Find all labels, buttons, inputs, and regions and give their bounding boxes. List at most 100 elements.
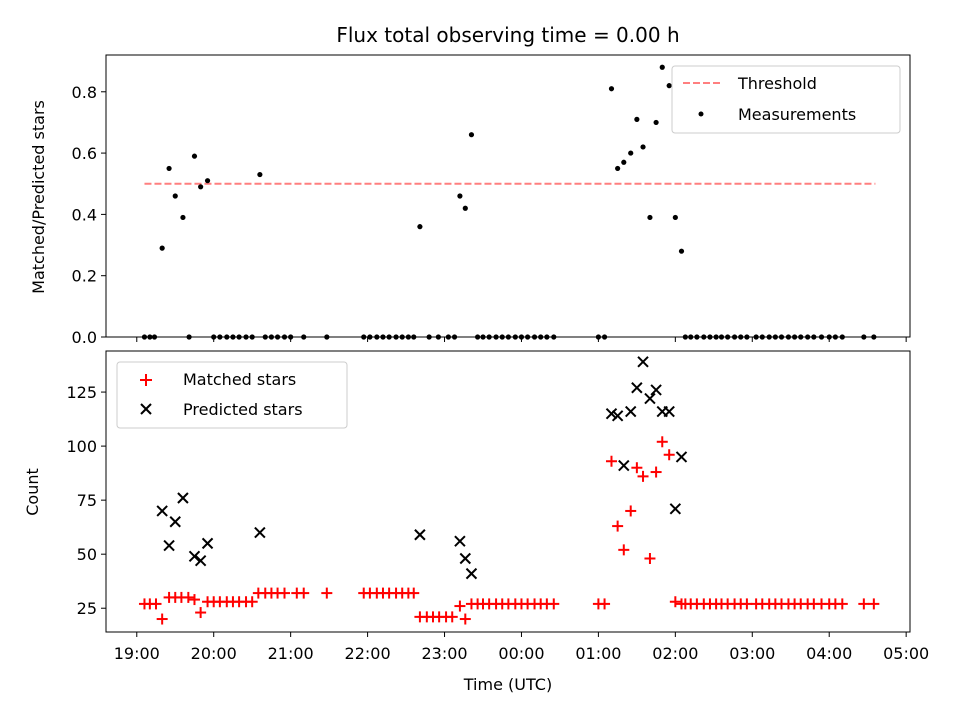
predicted-point xyxy=(650,384,662,396)
matched-point xyxy=(454,600,466,612)
measurements-legend-marker xyxy=(698,111,704,117)
measurement-point xyxy=(666,83,672,89)
matched-point xyxy=(599,598,611,610)
predicted-point xyxy=(465,567,478,580)
matched-point xyxy=(650,466,662,478)
matched-point xyxy=(669,596,681,608)
measurements-legend-label: Measurements xyxy=(738,105,856,124)
measurement-point xyxy=(608,86,615,92)
predicted-point xyxy=(454,535,466,547)
matched-point xyxy=(188,594,200,606)
bottom-xtick-label: 03:00 xyxy=(729,644,775,663)
matched-point xyxy=(150,598,162,610)
predicted-point xyxy=(669,503,682,515)
predicted-point xyxy=(201,537,214,550)
bottom-legend-box xyxy=(116,361,348,429)
matched-point xyxy=(741,598,753,610)
threshold-legend-label: Threshold xyxy=(737,74,817,93)
top-y-axis-label: Matched/Predicted stars xyxy=(29,100,48,294)
matched-point xyxy=(612,520,624,532)
matched-legend-label: Matched stars xyxy=(183,370,296,389)
top-ytick-label: 0.2 xyxy=(72,267,97,286)
bottom-xtick-label: 04:00 xyxy=(806,644,852,663)
chart-title: Flux total observing time = 0.00 h xyxy=(336,23,679,47)
matched-point xyxy=(321,587,333,599)
predicted-point xyxy=(675,451,688,463)
top-ytick-label: 0.4 xyxy=(72,205,97,224)
predicted-point xyxy=(188,550,201,563)
measurement-point xyxy=(257,171,263,178)
measurement-point xyxy=(621,159,627,165)
matched-point xyxy=(625,505,637,517)
predicted-point xyxy=(663,405,675,418)
measurement-point xyxy=(659,64,665,70)
predicted-point xyxy=(177,492,189,504)
bottom-ytick-label: 25 xyxy=(77,599,97,618)
matched-point xyxy=(631,462,643,474)
bottom-xtick-label: 01:00 xyxy=(575,644,621,663)
matched-point xyxy=(656,436,668,448)
bottom-ytick-label: 100 xyxy=(66,437,97,456)
measurement-point xyxy=(672,214,678,221)
predicted-point xyxy=(169,516,181,528)
bottom-plot-frame xyxy=(105,350,911,633)
bottom-xtick-label: 23:00 xyxy=(421,644,467,663)
matched-point xyxy=(246,596,258,608)
predicted-point xyxy=(618,459,630,472)
measurement-point xyxy=(166,165,172,172)
predicted-point xyxy=(631,382,643,394)
measurement-point xyxy=(457,193,463,199)
bottom-xtick-label: 21:00 xyxy=(268,644,314,663)
bottom-xtick-label: 00:00 xyxy=(498,644,544,663)
bottom-plot: 25 50 75 100 125 19:00 20:00 21:00 22:00 23:00 00:… xyxy=(66,350,929,663)
measurement-point xyxy=(634,116,640,122)
measurement-point xyxy=(417,224,423,230)
matched-point xyxy=(663,449,675,461)
predicted-legend-marker xyxy=(140,403,152,415)
x-axis-label: Time (UTC) xyxy=(463,675,552,694)
predicted-point xyxy=(605,407,618,420)
bottom-xtick-label: 20:00 xyxy=(191,644,237,663)
matched-point xyxy=(278,587,290,599)
matched-point xyxy=(182,591,194,603)
measurement-point xyxy=(462,205,468,211)
bottom-ytick-label: 50 xyxy=(77,545,97,564)
measurement-point xyxy=(191,153,198,159)
top-plot: 0.0 0.2 0.4 0.6 0.8 xyxy=(72,54,911,347)
bottom-ytick-label: 75 xyxy=(77,491,97,510)
predicted-point xyxy=(625,405,637,418)
predicted-point xyxy=(254,526,266,539)
top-legend: Threshold Measurements xyxy=(671,65,901,134)
matched-point xyxy=(446,611,458,623)
matched-point xyxy=(836,598,848,610)
matched-point xyxy=(156,613,168,625)
bottom-xtick-label: 05:00 xyxy=(883,644,929,663)
matched-point xyxy=(618,544,630,556)
matched-point xyxy=(858,598,870,610)
matched-point xyxy=(459,613,471,625)
top-ytick-label: 0.0 xyxy=(72,328,97,347)
measurement-point xyxy=(159,245,165,251)
matched-point xyxy=(605,455,617,467)
measurement-point xyxy=(628,150,634,156)
matched-point xyxy=(298,587,310,599)
matched-point xyxy=(868,598,880,610)
top-ytick-label: 0.6 xyxy=(72,144,97,163)
predicted-point xyxy=(163,539,175,552)
predicted-point xyxy=(156,505,168,517)
predicted-point xyxy=(194,554,207,567)
bottom-xtick-label: 19:00 xyxy=(114,644,160,663)
bottom-legend: Matched stars Predicted stars xyxy=(116,361,348,429)
top-legend-box xyxy=(671,65,901,134)
bottom-ytick-label: 125 xyxy=(66,383,97,402)
top-ytick-label: 0.8 xyxy=(72,83,97,102)
bottom-xtick-label: 02:00 xyxy=(652,644,698,663)
matched-point xyxy=(408,587,420,599)
measurement-point xyxy=(678,248,685,254)
measurement-point xyxy=(180,214,186,221)
predicted-point xyxy=(644,392,656,405)
predicted-point xyxy=(611,410,624,422)
measurement-point xyxy=(204,178,211,184)
measurement-point xyxy=(653,119,659,126)
